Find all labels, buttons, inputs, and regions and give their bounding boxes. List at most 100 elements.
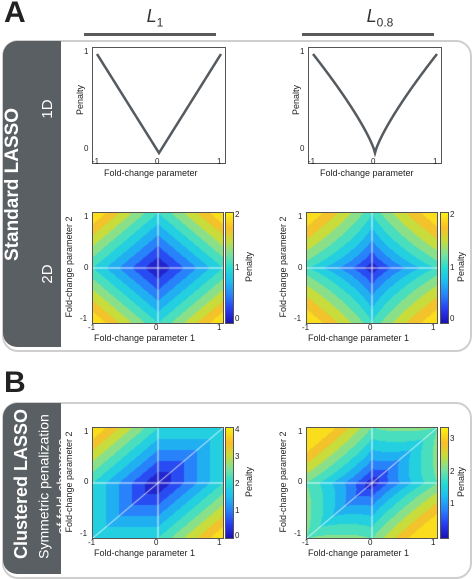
cb-b-l1-tick-0: 0 bbox=[235, 531, 240, 540]
cb-b-l1-label: Penalty bbox=[244, 466, 254, 498]
hm-a-l1-x0: 0 bbox=[154, 323, 159, 332]
hm-a-l1-xlabel: Fold-change parameter 1 bbox=[94, 333, 196, 343]
xlabel-1d-l08: Fold-change parameter bbox=[320, 168, 414, 178]
hm-a-l1-ym1: -1 bbox=[80, 314, 88, 323]
plot-1d-l1-svg bbox=[95, 53, 223, 156]
hm-b-l1-ym1: -1 bbox=[80, 529, 88, 538]
line-1d-l1 bbox=[95, 53, 223, 156]
cb-a-l1-label: Penalty bbox=[244, 251, 254, 283]
cb-b-l08-tick-1: 1 bbox=[450, 499, 455, 508]
plot-1d-l08 bbox=[308, 47, 442, 164]
hm-a-l08-x1: 1 bbox=[431, 323, 436, 332]
tick-1d-l08-x0: 0 bbox=[371, 157, 376, 166]
row-label-1d: 1D bbox=[39, 99, 56, 119]
section-a-sidebar bbox=[3, 41, 61, 347]
row-label-2d: 2D bbox=[39, 264, 56, 284]
hm-b-l1-y0: 0 bbox=[84, 477, 89, 486]
plot-1d-l1 bbox=[92, 47, 226, 164]
panel-b-letter: B bbox=[4, 366, 26, 399]
hm-b-l08-xlabel: Fold-change parameter 1 bbox=[308, 548, 410, 558]
heatmap-b-l1-canvas bbox=[92, 427, 224, 539]
section-a-side-label: Standard LASSO bbox=[2, 107, 23, 261]
column-header-l08-sub: 0.8 bbox=[376, 15, 394, 30]
heatmap-a-l1 bbox=[92, 212, 224, 324]
heatmap-a-l1-canvas bbox=[92, 212, 224, 324]
colorbar-a-l1-canvas bbox=[225, 212, 234, 324]
heatmap-a-l08-canvas bbox=[306, 212, 438, 324]
hm-b-l1-x1: 1 bbox=[217, 538, 222, 547]
heatmap-b-l08-canvas bbox=[306, 427, 438, 539]
hm-a-l1-y0: 0 bbox=[84, 263, 89, 272]
ylabel-1d-l08: Penalty bbox=[291, 84, 301, 116]
colorbar-b-l08-canvas bbox=[440, 427, 449, 539]
cb-a-l08-tick-1: 1 bbox=[450, 263, 455, 272]
section-b-side-sub-1: Symmetric penalization bbox=[35, 414, 52, 559]
hm-a-l1-x1: 1 bbox=[217, 323, 222, 332]
tick-1d-l1-x0: 0 bbox=[155, 157, 160, 166]
cb-a-l08-tick-0: 0 bbox=[450, 314, 455, 323]
hm-a-l08-y1: 1 bbox=[298, 212, 303, 221]
line-1d-l08 bbox=[312, 53, 438, 158]
cb-b-l1-tick-3: 3 bbox=[235, 452, 240, 461]
column-header-l08-line bbox=[302, 33, 434, 36]
hm-a-l08-xlabel: Fold-change parameter 1 bbox=[308, 333, 410, 343]
ylabel-1d-l1: Penalty bbox=[75, 84, 85, 116]
hm-b-l08-x0: 0 bbox=[368, 538, 373, 547]
section-b-side-label: Clustered LASSO bbox=[11, 408, 31, 559]
hm-b-l1-xlabel: Fold-change parameter 1 bbox=[94, 548, 196, 558]
hm-a-l08-y0: 0 bbox=[298, 263, 303, 272]
hm-b-l08-xm1: -1 bbox=[302, 538, 310, 547]
hm-a-l08-xm1: -1 bbox=[302, 323, 310, 332]
hm-b-l08-y0: 0 bbox=[298, 477, 303, 486]
hm-b-l08-ylabel: Fold-change parameter 2 bbox=[278, 431, 288, 533]
hm-b-l08-ym1: -1 bbox=[294, 529, 302, 538]
cb-a-l08-label: Penalty bbox=[456, 251, 466, 283]
cb-a-l1-tick-1: 1 bbox=[235, 263, 240, 272]
column-header-l08: L0.8 bbox=[325, 6, 435, 30]
heatmap-a-l08 bbox=[306, 212, 438, 324]
panel-a-letter: A bbox=[4, 0, 26, 29]
colorbar-b-l1-canvas bbox=[225, 427, 234, 539]
colorbar-b-l08 bbox=[440, 427, 449, 539]
colorbar-a-l1 bbox=[225, 212, 234, 324]
heatmap-b-l08 bbox=[306, 427, 438, 539]
hm-a-l1-y1: 1 bbox=[84, 212, 89, 221]
cb-a-l1-tick-0: 0 bbox=[235, 314, 240, 323]
section-b-sidebar bbox=[3, 403, 61, 574]
tick-1d-l08-y1: 1 bbox=[300, 47, 305, 56]
tick-1d-l08-y0: 0 bbox=[300, 144, 305, 153]
tick-1d-l1-x1: 1 bbox=[217, 157, 222, 166]
cb-a-l1-tick-2: 2 bbox=[235, 210, 240, 219]
column-header-l1-base: L bbox=[146, 6, 157, 26]
hm-b-l1-xm1: -1 bbox=[88, 538, 96, 547]
hm-a-l1-xm1: -1 bbox=[88, 323, 96, 332]
cb-b-l1-tick-1: 1 bbox=[235, 506, 240, 515]
colorbar-a-l08-canvas bbox=[440, 212, 449, 324]
cb-b-l08-tick-2: 2 bbox=[450, 467, 455, 476]
hm-a-l08-ym1: -1 bbox=[294, 314, 302, 323]
tick-1d-l1-y0: 0 bbox=[84, 144, 89, 153]
hm-a-l1-ylabel: Fold-change parameter 2 bbox=[64, 216, 74, 318]
cb-b-l1-tick-2: 2 bbox=[235, 479, 240, 488]
column-header-l1: L1 bbox=[100, 6, 210, 30]
tick-1d-l1-xm1: -1 bbox=[92, 157, 100, 166]
tick-1d-l08-xm1: -1 bbox=[308, 157, 316, 166]
tick-1d-l1-y1: 1 bbox=[84, 47, 89, 56]
hm-b-l1-y1: 1 bbox=[84, 427, 89, 436]
column-header-l08-base: L bbox=[366, 6, 377, 26]
hm-a-l08-ylabel: Fold-change parameter 2 bbox=[278, 216, 288, 318]
cb-a-l08-tick-2: 2 bbox=[450, 210, 455, 219]
cb-b-l08-label: Penalty bbox=[456, 466, 466, 498]
column-header-l1-sub: 1 bbox=[156, 15, 164, 30]
cb-b-l08-tick-3: 3 bbox=[450, 434, 455, 443]
hm-b-l08-y1: 1 bbox=[298, 427, 303, 436]
hm-b-l1-ylabel: Fold-change parameter 2 bbox=[64, 431, 74, 533]
hm-b-l08-x1: 1 bbox=[431, 538, 436, 547]
colorbar-a-l08 bbox=[440, 212, 449, 324]
plot-1d-l08-svg bbox=[312, 53, 438, 158]
column-header-l1-line bbox=[84, 33, 216, 36]
xlabel-1d-l1: Fold-change parameter bbox=[104, 168, 198, 178]
heatmap-b-l1 bbox=[92, 427, 224, 539]
hm-b-l1-x0: 0 bbox=[154, 538, 159, 547]
tick-1d-l08-x1: 1 bbox=[433, 157, 438, 166]
